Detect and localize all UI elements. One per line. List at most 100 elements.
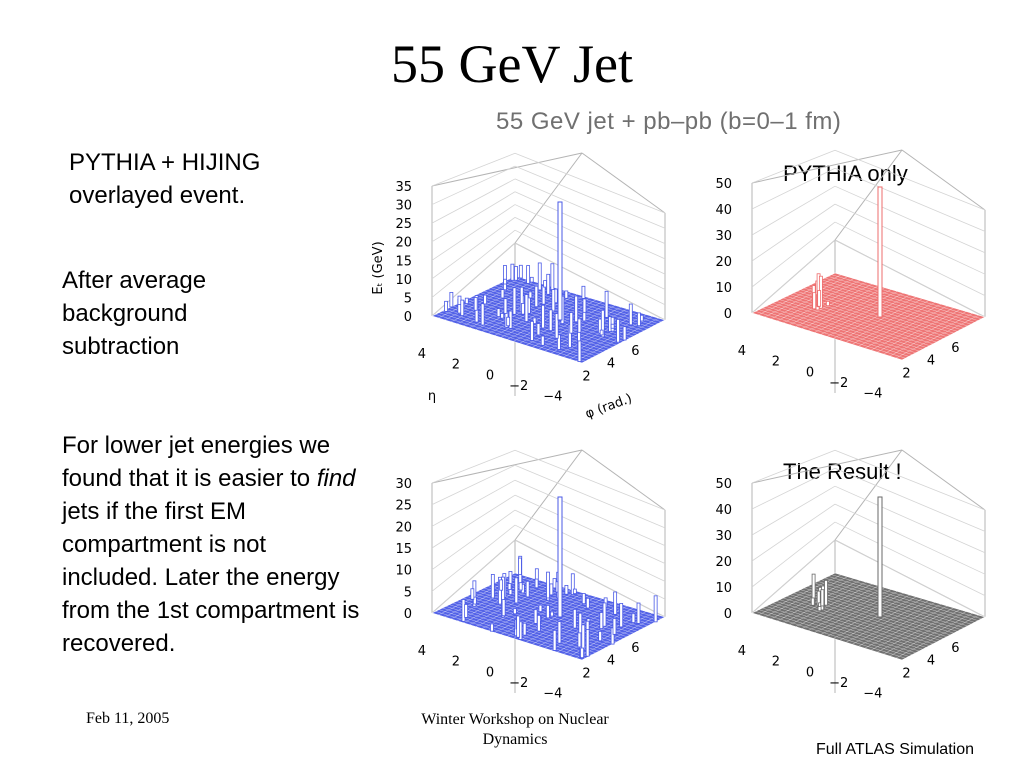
grid-line bbox=[834, 449, 986, 511]
tower bbox=[514, 266, 518, 281]
footer-date: Feb 11, 2005 bbox=[86, 710, 170, 727]
phi-tick-label: 6 bbox=[951, 341, 959, 356]
tower bbox=[518, 557, 522, 576]
z-axis-label: Eₜ (GeV) bbox=[371, 241, 386, 294]
z-tick-label: 0 bbox=[724, 307, 732, 322]
tower bbox=[512, 287, 517, 315]
z-tick-label: 0 bbox=[404, 310, 412, 325]
grid-line bbox=[431, 178, 516, 224]
eta-tick-label: 4 bbox=[418, 644, 426, 659]
tower bbox=[537, 262, 542, 291]
grid-line bbox=[834, 239, 986, 318]
eta-tick-label: −4 bbox=[863, 687, 882, 702]
tower bbox=[546, 571, 550, 599]
eta-tick-label: −2 bbox=[509, 379, 528, 394]
tower bbox=[503, 278, 507, 285]
tower bbox=[538, 604, 543, 612]
floor-grid bbox=[556, 609, 641, 653]
floor-grid bbox=[889, 613, 973, 657]
grid-line bbox=[514, 217, 666, 290]
grid-line bbox=[751, 203, 836, 262]
tower bbox=[572, 608, 577, 629]
box-edge bbox=[901, 449, 986, 511]
eta-tick-label: −2 bbox=[829, 676, 848, 691]
grid-line bbox=[514, 524, 666, 600]
tower bbox=[536, 614, 541, 632]
tower bbox=[572, 588, 577, 595]
eta-tick-label: 2 bbox=[772, 355, 780, 370]
tower bbox=[585, 629, 590, 657]
box-edge bbox=[514, 152, 583, 244]
phi-tick-label: 4 bbox=[927, 354, 935, 369]
tower bbox=[577, 340, 582, 362]
tower bbox=[552, 629, 557, 651]
tower bbox=[536, 323, 541, 336]
eta-tick-label: 0 bbox=[486, 665, 494, 680]
eta-tick-label: −4 bbox=[863, 387, 882, 402]
grid-line bbox=[834, 467, 986, 532]
tower bbox=[628, 303, 633, 326]
floor-grid bbox=[895, 614, 979, 659]
plot-result: 0 10 20 30 40 50 2 4 6 4 2 0 −2 −4 bbox=[680, 445, 1000, 715]
tower bbox=[619, 603, 624, 628]
tower bbox=[602, 602, 607, 627]
tower bbox=[444, 300, 448, 312]
grid-line bbox=[514, 242, 666, 321]
footer-simulation: Full ATLAS Simulation bbox=[816, 741, 974, 758]
tower bbox=[522, 622, 527, 636]
tower bbox=[570, 573, 575, 595]
grid-line bbox=[834, 185, 986, 254]
floor-grid bbox=[828, 576, 979, 621]
z-tick-label: 50 bbox=[715, 177, 732, 192]
tower bbox=[499, 579, 504, 591]
tower bbox=[543, 280, 547, 288]
grid-line bbox=[751, 539, 836, 614]
tower bbox=[464, 297, 469, 304]
z-tick-label: 5 bbox=[404, 585, 412, 600]
jet-peak bbox=[877, 186, 883, 318]
jet-peak bbox=[557, 201, 563, 321]
tower bbox=[518, 264, 523, 279]
grid-line bbox=[751, 149, 836, 184]
tower bbox=[490, 574, 495, 599]
grid-line bbox=[431, 494, 516, 549]
grid-line bbox=[834, 485, 986, 554]
z-tick-label: 10 bbox=[715, 281, 732, 296]
grid-line bbox=[431, 217, 516, 280]
box-edge bbox=[431, 449, 583, 484]
tower bbox=[500, 289, 505, 299]
grid-line bbox=[431, 152, 516, 187]
grid-line bbox=[834, 149, 986, 211]
tower bbox=[512, 608, 517, 615]
tower bbox=[460, 299, 465, 316]
footer-event: Winter Workshop on Nuclear Dynamics bbox=[421, 711, 609, 748]
z-tick-label: 40 bbox=[715, 203, 732, 218]
tower bbox=[501, 597, 506, 617]
tower bbox=[554, 313, 559, 339]
phi-tick-label: 2 bbox=[902, 666, 910, 681]
z-tick-label: 5 bbox=[404, 291, 412, 306]
eta-tick-label: 0 bbox=[806, 665, 814, 680]
tower bbox=[604, 290, 609, 318]
floor-grid bbox=[895, 314, 979, 359]
tower bbox=[550, 611, 554, 617]
floor-grid bbox=[831, 574, 982, 620]
phi-tick-label: 4 bbox=[607, 357, 615, 372]
grid-line bbox=[514, 191, 666, 260]
grid-line bbox=[431, 479, 516, 527]
floor-grid bbox=[831, 274, 982, 320]
box-edge bbox=[581, 152, 666, 214]
tower bbox=[503, 265, 507, 291]
floor-grid bbox=[824, 277, 975, 323]
grid-line bbox=[751, 521, 836, 588]
tower bbox=[529, 276, 534, 283]
z-tick-label: 10 bbox=[395, 273, 412, 288]
tower bbox=[528, 291, 533, 299]
text-lower-jet-energies: For lower jet energies we found that it … bbox=[62, 429, 362, 660]
phi-tick-label: 6 bbox=[631, 641, 639, 656]
grid-line bbox=[514, 178, 666, 244]
tower bbox=[472, 596, 477, 605]
phi-axis-label: φ (rad.) bbox=[583, 391, 634, 422]
tower bbox=[599, 329, 604, 336]
